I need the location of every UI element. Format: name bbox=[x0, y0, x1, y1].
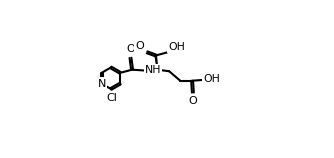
Text: N: N bbox=[98, 79, 106, 89]
Text: O: O bbox=[126, 44, 135, 54]
Text: NH: NH bbox=[145, 65, 161, 76]
Text: OH: OH bbox=[203, 74, 220, 84]
Text: O: O bbox=[136, 41, 144, 51]
Text: Cl: Cl bbox=[107, 93, 118, 103]
Text: O: O bbox=[188, 96, 197, 106]
Text: OH: OH bbox=[168, 42, 185, 52]
